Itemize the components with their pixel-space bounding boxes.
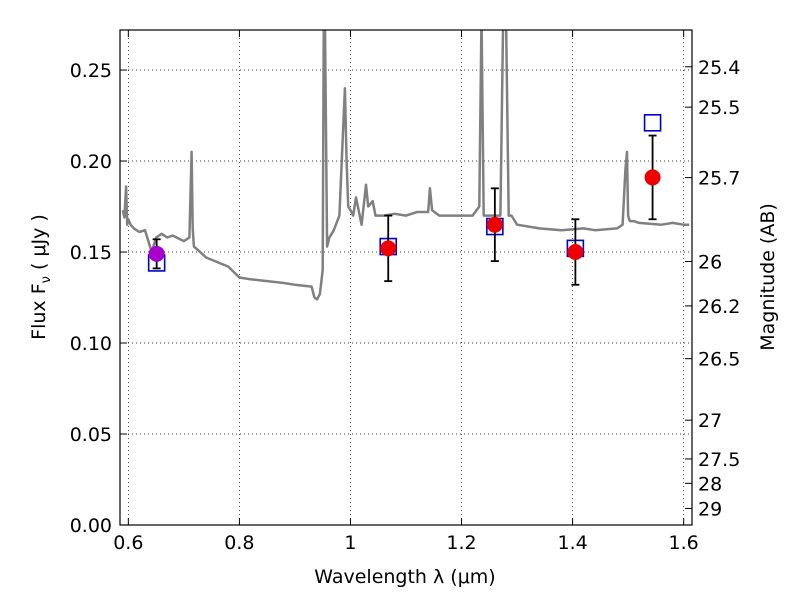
observed-flux-point [486, 216, 503, 233]
observed-flux-point [644, 169, 661, 186]
y-tick-label: 0.20 [70, 151, 112, 173]
y2-tick-label: 25.4 [698, 57, 740, 79]
y2-tick-label: 27 [698, 410, 722, 432]
x-tick-label: 1.2 [446, 532, 476, 554]
y2-tick-label: 25.7 [698, 168, 740, 190]
y-axis-label-main: Flux F [28, 283, 50, 339]
model-square-point [643, 114, 662, 132]
y-tick-label: 0.00 [70, 515, 112, 537]
y-tick-label: 0.05 [70, 424, 112, 446]
y2-axis-label: Magnitude (AB) [757, 203, 779, 351]
y-axis-label-subscript: ν [39, 276, 54, 283]
observed-flux-point [148, 245, 165, 262]
y-tick-label: 0.10 [70, 333, 112, 355]
spectrum-line [121, 30, 690, 301]
observed-flux-point [380, 240, 397, 257]
x-tick-label: 1.6 [669, 532, 699, 554]
grid [120, 30, 692, 526]
y-tick-label: 0.25 [70, 60, 112, 82]
x-axis-label: Wavelength λ (μm) [314, 566, 495, 588]
x-tick-label: 1 [344, 532, 356, 554]
y-axis-label-group: Flux Fν ( μJy ) [28, 214, 54, 340]
y2-tick-label: 26.5 [698, 349, 740, 371]
observed-flux-point [567, 244, 584, 261]
y2-tick-label: 27.5 [698, 449, 740, 471]
y2-tick-label: 28 [698, 473, 722, 495]
plot-frame [119, 29, 693, 526]
x-tick-label: 0.6 [113, 532, 143, 554]
x-tick-label: 1.4 [557, 532, 587, 554]
y-axis-label-unit: ( μJy ) [28, 214, 50, 276]
x-tick-label: 0.8 [224, 532, 254, 554]
y2-tick-label: 26.2 [698, 296, 740, 318]
y2-tick-label: 25.5 [698, 97, 740, 119]
y2-tick-label: 26 [698, 251, 722, 273]
y-tick-label: 0.15 [70, 242, 112, 264]
y2-tick-label: 29 [698, 498, 722, 520]
ticks: 0.6 0.8 1 1.2 1.4 1.6 0.00 0.05 0.10 0.15 0.20 0.25… [70, 30, 740, 554]
y-axis-label: Flux Fν ( μJy ) [28, 214, 54, 340]
plot-data [121, 30, 690, 301]
